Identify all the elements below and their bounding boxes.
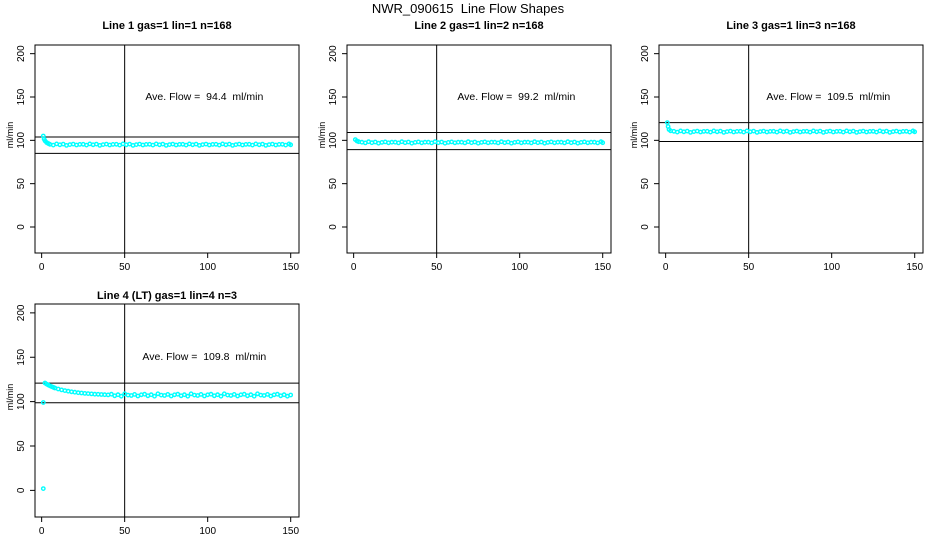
x-tick-label: 150 bbox=[282, 526, 299, 537]
data-points bbox=[40, 133, 294, 148]
y-tick-label: 100 bbox=[16, 393, 27, 410]
data-point bbox=[600, 140, 606, 146]
y-tick-label: 0 bbox=[328, 224, 339, 230]
y-tick-label: 150 bbox=[16, 88, 27, 105]
subplot-title: Line 4 (LT) gas=1 lin=4 n=3 bbox=[96, 290, 238, 302]
y-tick-label: 200 bbox=[16, 45, 27, 62]
ave-flow-annotation: Ave. Flow = 94.4 ml/min bbox=[145, 91, 264, 103]
data-point bbox=[185, 393, 191, 399]
subplot-line-3: Line 3 gas=1 lin=3 n=168 Ave. Flow = 109… bbox=[624, 18, 936, 270]
figure-title: NWR_090615 Line Flow Shapes bbox=[371, 1, 565, 16]
y-tick-label: 50 bbox=[640, 178, 651, 190]
y-tick-label: 150 bbox=[640, 88, 651, 105]
y-tick-label: 0 bbox=[16, 487, 27, 493]
plot-box bbox=[346, 44, 612, 254]
y-tick-label: 100 bbox=[640, 132, 651, 149]
y-tick-label: 50 bbox=[16, 440, 27, 452]
y-tick-label: 50 bbox=[328, 178, 339, 190]
data-point bbox=[912, 129, 918, 135]
subplot-line-1: Line 1 gas=1 lin=1 n=168 Ave. Flow = 94.… bbox=[0, 18, 312, 270]
data-point bbox=[118, 393, 124, 399]
x-tick-label: 50 bbox=[431, 262, 443, 270]
x-tick-label: 50 bbox=[743, 262, 755, 270]
plot-box bbox=[34, 44, 300, 254]
plot-canvas: 0 50 100 150 0 50 100 150 200 bbox=[640, 44, 924, 270]
x-tick-label: 0 bbox=[39, 526, 45, 537]
plot-canvas: 0 50 100 150 0 50 100 150 200 bbox=[328, 44, 612, 270]
y-tick-label: 150 bbox=[16, 348, 27, 365]
subplot-line-2: Line 2 gas=1 lin=2 n=168 Ave. Flow = 99.… bbox=[312, 18, 624, 270]
subplot-title: Line 1 gas=1 lin=1 n=168 bbox=[102, 20, 232, 32]
x-tick-label: 0 bbox=[663, 262, 669, 270]
x-tick-label: 150 bbox=[282, 262, 299, 270]
subplot-title: Line 3 gas=1 lin=3 n=168 bbox=[726, 20, 856, 32]
data-point bbox=[40, 486, 46, 492]
data-points bbox=[40, 380, 294, 492]
data-points bbox=[352, 137, 606, 146]
data-points bbox=[664, 120, 918, 135]
x-tick-label: 50 bbox=[119, 526, 131, 537]
data-point bbox=[251, 393, 257, 399]
y-tick-label: 0 bbox=[640, 224, 651, 230]
x-tick-label: 100 bbox=[199, 526, 216, 537]
x-tick-label: 100 bbox=[199, 262, 216, 270]
data-point bbox=[40, 400, 46, 405]
data-point bbox=[218, 393, 224, 399]
subplot-title: Line 2 gas=1 lin=2 n=168 bbox=[414, 20, 544, 32]
y-tick-label: 200 bbox=[328, 45, 339, 62]
x-tick-label: 150 bbox=[594, 262, 611, 270]
x-tick-label: 100 bbox=[823, 262, 840, 270]
data-point bbox=[288, 392, 294, 398]
x-tick-label: 0 bbox=[39, 262, 45, 270]
ave-flow-annotation: Ave. Flow = 109.8 ml/min bbox=[142, 351, 267, 364]
y-tick-label: 100 bbox=[16, 132, 27, 149]
plot-canvas: 0 50 100 150 0 50 100 150 200 bbox=[16, 44, 300, 270]
x-tick-label: 150 bbox=[906, 262, 923, 270]
plot-box bbox=[34, 303, 300, 518]
x-tick-label: 50 bbox=[119, 262, 131, 270]
ave-flow-annotation: Ave. Flow = 99.2 ml/min bbox=[457, 91, 576, 103]
y-tick-label: 200 bbox=[16, 304, 27, 321]
y-tick-label: 50 bbox=[16, 178, 27, 190]
plot-box bbox=[658, 44, 924, 254]
subplot-line-4: Line 4 (LT) gas=1 lin=4 n=3 Ave. Flow = … bbox=[0, 288, 312, 540]
data-point bbox=[152, 393, 157, 399]
plot-canvas: 0 50 100 150 0 50 100 150 200 bbox=[16, 303, 300, 537]
y-tick-label: 100 bbox=[328, 132, 339, 149]
y-tick-label: 200 bbox=[640, 45, 651, 62]
x-tick-label: 0 bbox=[351, 262, 357, 270]
data-point bbox=[288, 142, 294, 148]
y-tick-label: 150 bbox=[328, 88, 339, 105]
x-tick-label: 100 bbox=[511, 262, 528, 270]
ave-flow-annotation: Ave. Flow = 109.5 ml/min bbox=[766, 91, 891, 103]
y-tick-label: 0 bbox=[16, 224, 27, 230]
